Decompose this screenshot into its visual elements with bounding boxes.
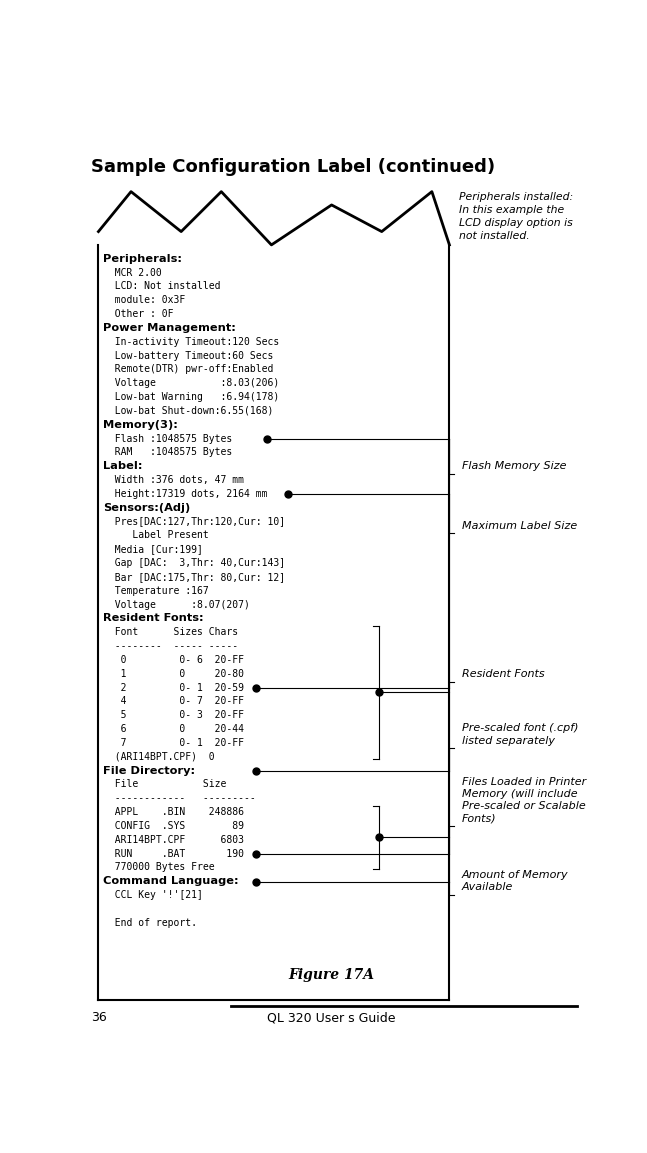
Text: 7         0- 1  20-FF: 7 0- 1 20-FF bbox=[104, 738, 245, 748]
Text: Pre-scaled font (.cpf)
listed separately: Pre-scaled font (.cpf) listed separately bbox=[462, 723, 578, 746]
Text: Label Present: Label Present bbox=[104, 530, 209, 541]
Text: Resident Fonts:: Resident Fonts: bbox=[104, 613, 204, 624]
Text: CCL Key '!'[21]: CCL Key '!'[21] bbox=[104, 890, 203, 900]
Text: Resident Fonts: Resident Fonts bbox=[462, 669, 545, 679]
Text: Gap [DAC:  3,Thr: 40,Cur:143]: Gap [DAC: 3,Thr: 40,Cur:143] bbox=[104, 558, 285, 568]
Text: Sensors:(Adj): Sensors:(Adj) bbox=[104, 503, 191, 513]
Text: MCR 2.00: MCR 2.00 bbox=[104, 267, 162, 278]
Text: Amount of Memory
Available: Amount of Memory Available bbox=[462, 869, 569, 892]
Text: Peripherals:: Peripherals: bbox=[104, 254, 182, 264]
Text: CONFIG  .SYS        89: CONFIG .SYS 89 bbox=[104, 821, 245, 831]
Text: (ARI14BPT.CPF)  0: (ARI14BPT.CPF) 0 bbox=[104, 752, 215, 762]
Text: Media [Cur:199]: Media [Cur:199] bbox=[104, 544, 203, 555]
Text: module: 0x3F: module: 0x3F bbox=[104, 295, 186, 306]
Text: 770000 Bytes Free: 770000 Bytes Free bbox=[104, 862, 215, 873]
Text: Voltage      :8.07(207): Voltage :8.07(207) bbox=[104, 600, 250, 610]
Text: Command Language:: Command Language: bbox=[104, 876, 239, 887]
Text: Figure 17A: Figure 17A bbox=[289, 967, 375, 982]
Text: Pres[DAC:127,Thr:120,Cur: 10]: Pres[DAC:127,Thr:120,Cur: 10] bbox=[104, 517, 285, 527]
Text: 4         0- 7  20-FF: 4 0- 7 20-FF bbox=[104, 696, 245, 707]
Text: File Directory:: File Directory: bbox=[104, 766, 195, 776]
Text: Bar [DAC:175,Thr: 80,Cur: 12]: Bar [DAC:175,Thr: 80,Cur: 12] bbox=[104, 572, 285, 582]
Text: APPL    .BIN    248886: APPL .BIN 248886 bbox=[104, 807, 245, 817]
Text: Label:: Label: bbox=[104, 461, 143, 472]
Text: Sample Configuration Label (continued): Sample Configuration Label (continued) bbox=[91, 158, 495, 176]
Text: ARI14BPT.CPF      6803: ARI14BPT.CPF 6803 bbox=[104, 835, 245, 845]
Text: Other : 0F: Other : 0F bbox=[104, 309, 174, 319]
Text: Voltage           :8.03(206): Voltage :8.03(206) bbox=[104, 378, 280, 389]
Text: Width :376 dots, 47 mm: Width :376 dots, 47 mm bbox=[104, 475, 245, 485]
Text: Low-bat Warning   :6.94(178): Low-bat Warning :6.94(178) bbox=[104, 392, 280, 402]
Text: End of report.: End of report. bbox=[104, 918, 197, 928]
Text: Maximum Label Size: Maximum Label Size bbox=[462, 521, 577, 530]
Text: Power Management:: Power Management: bbox=[104, 323, 236, 333]
Text: Low-bat Shut-down:6.55(168): Low-bat Shut-down:6.55(168) bbox=[104, 406, 274, 416]
Text: 6         0     20-44: 6 0 20-44 bbox=[104, 724, 245, 734]
Text: 0         0- 6  20-FF: 0 0- 6 20-FF bbox=[104, 655, 245, 665]
Text: 1         0     20-80: 1 0 20-80 bbox=[104, 669, 245, 679]
Text: RUN     .BAT       190: RUN .BAT 190 bbox=[104, 849, 245, 859]
Text: Font      Sizes Chars: Font Sizes Chars bbox=[104, 627, 239, 638]
Text: Files Loaded in Printer
Memory (will include
Pre-scaled or Scalable
Fonts): Files Loaded in Printer Memory (will inc… bbox=[462, 777, 586, 823]
Text: Temperature :167: Temperature :167 bbox=[104, 586, 209, 596]
Text: Height:17319 dots, 2164 mm: Height:17319 dots, 2164 mm bbox=[104, 489, 268, 499]
Text: RAM   :1048575 Bytes: RAM :1048575 Bytes bbox=[104, 447, 233, 458]
Text: Low-battery Timeout:60 Secs: Low-battery Timeout:60 Secs bbox=[104, 351, 274, 361]
Text: 36: 36 bbox=[91, 1011, 107, 1024]
Text: LCD: Not installed: LCD: Not installed bbox=[104, 281, 221, 292]
Text: ------------   ---------: ------------ --------- bbox=[104, 793, 256, 804]
Text: Peripherals installed:
In this example the
LCD display option is
not installed.: Peripherals installed: In this example t… bbox=[459, 191, 574, 241]
Text: --------  ----- -----: -------- ----- ----- bbox=[104, 641, 239, 651]
Text: Memory(3):: Memory(3): bbox=[104, 420, 179, 430]
Text: In-activity Timeout:120 Secs: In-activity Timeout:120 Secs bbox=[104, 337, 280, 347]
Text: 5         0- 3  20-FF: 5 0- 3 20-FF bbox=[104, 710, 245, 721]
Text: Flash Memory Size: Flash Memory Size bbox=[462, 461, 567, 472]
Text: Remote(DTR) pwr-off:Enabled: Remote(DTR) pwr-off:Enabled bbox=[104, 364, 274, 375]
Text: QL 320 User s Guide: QL 320 User s Guide bbox=[267, 1011, 396, 1024]
Text: Flash :1048575 Bytes: Flash :1048575 Bytes bbox=[104, 434, 233, 444]
Text: File           Size: File Size bbox=[104, 779, 227, 790]
Text: 2         0- 1  20-59: 2 0- 1 20-59 bbox=[104, 683, 245, 693]
